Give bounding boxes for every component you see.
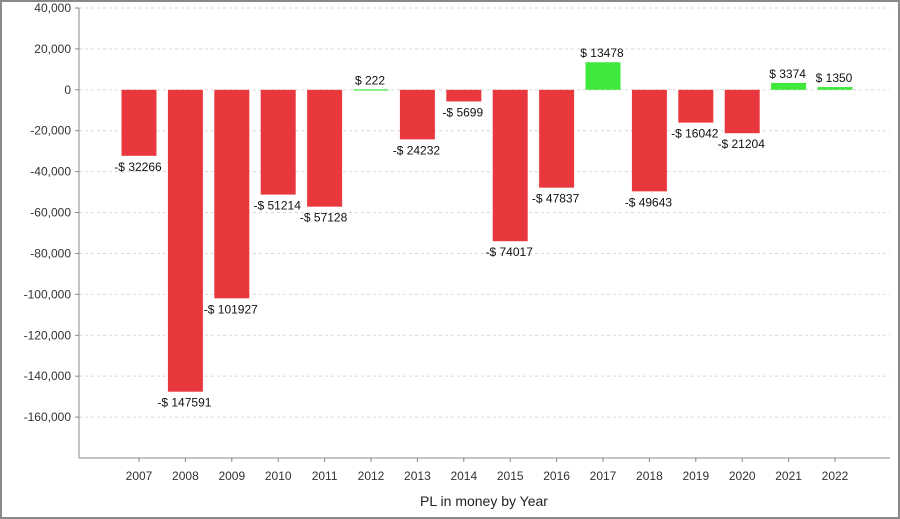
x-tick-label-2007: 2007 [126, 469, 153, 483]
x-tick-label-2019: 2019 [682, 469, 709, 483]
data-label-2007: -$ 32266 [114, 160, 162, 174]
x-tick-label-2013: 2013 [404, 469, 431, 483]
data-label-2009: -$ 101927 [204, 302, 258, 316]
data-label-2012: $ 222 [355, 73, 385, 87]
data-label-2020: -$ 21204 [718, 137, 766, 151]
y-tick-label: 40,000 [34, 2, 71, 15]
x-tick-label-2020: 2020 [729, 469, 756, 483]
data-label-2016: -$ 47837 [532, 192, 580, 206]
bar-2010 [260, 89, 296, 195]
bar-2018 [631, 89, 667, 192]
data-label-2017: $ 13478 [580, 46, 624, 60]
y-tick-label: -160,000 [24, 410, 72, 424]
y-axis-ticks: 40,000 20,000 0 -20,000 -40,000 -60,000 -80,00… [24, 2, 79, 424]
x-tick-label-2011: 2011 [312, 469, 338, 483]
data-label-2015: -$ 74017 [486, 245, 534, 259]
x-tick-label-2015: 2015 [497, 469, 524, 483]
bar-2014 [446, 89, 482, 102]
y-tick-label: -60,000 [30, 206, 71, 220]
bar-2012 [353, 89, 389, 91]
bar-2007 [121, 89, 157, 156]
x-tick-label-2016: 2016 [543, 469, 570, 483]
x-tick-label-2022: 2022 [822, 469, 849, 483]
x-tick-label-2014: 2014 [450, 469, 477, 483]
x-axis-title: PL in money by Year [420, 493, 548, 509]
bar-2011 [307, 89, 343, 207]
y-tick-label: -80,000 [30, 246, 71, 260]
bar-2015 [492, 89, 528, 242]
bar-2017 [585, 62, 621, 90]
y-tick-label: -120,000 [24, 328, 72, 342]
bar-2021 [771, 82, 807, 90]
bar-2019 [678, 89, 714, 123]
y-tick-label: -100,000 [24, 287, 72, 301]
x-tick-label-2010: 2010 [265, 469, 292, 483]
x-tick-label-2021: 2021 [775, 469, 802, 483]
y-tick-label: -40,000 [30, 165, 71, 179]
y-tick-label: -140,000 [24, 369, 72, 383]
data-label-2013: -$ 24232 [393, 143, 441, 157]
data-label-2022: $ 1350 [816, 71, 853, 85]
x-tick-label-2009: 2009 [218, 469, 245, 483]
y-tick-label: 0 [64, 83, 71, 97]
x-axis-ticks: 2007 2008 2009 2010 2011 2012 2013 2014 2015 2016… [126, 458, 849, 483]
bars [121, 62, 853, 392]
bar-2009 [214, 89, 250, 299]
bar-2022 [817, 87, 853, 90]
x-tick-label-2017: 2017 [590, 469, 617, 483]
axes [78, 8, 890, 459]
bar-2013 [399, 89, 435, 140]
data-labels: -$ 32266 -$ 147591 -$ 101927 -$ 51214-$ 571… [114, 46, 852, 409]
data-label-2018: -$ 49643 [625, 195, 673, 209]
data-label-2010: -$ 51214 [254, 199, 302, 213]
bar-2020 [724, 89, 760, 134]
data-label-2019: -$ 16042 [671, 127, 719, 141]
bar-2008 [167, 89, 203, 392]
x-tick-label-2008: 2008 [172, 469, 199, 483]
data-label-2008: -$ 147591 [157, 396, 211, 410]
data-label-2021: $ 3374 [769, 67, 806, 81]
data-label-2011: -$ 57128 [300, 211, 348, 225]
data-label-2014: -$ 5699 [442, 105, 483, 119]
y-tick-label: -20,000 [30, 124, 71, 138]
x-tick-label-2012: 2012 [358, 469, 385, 483]
y-tick-label: 20,000 [34, 42, 71, 56]
x-tick-label-2018: 2018 [636, 469, 663, 483]
bar-2016 [539, 89, 575, 188]
